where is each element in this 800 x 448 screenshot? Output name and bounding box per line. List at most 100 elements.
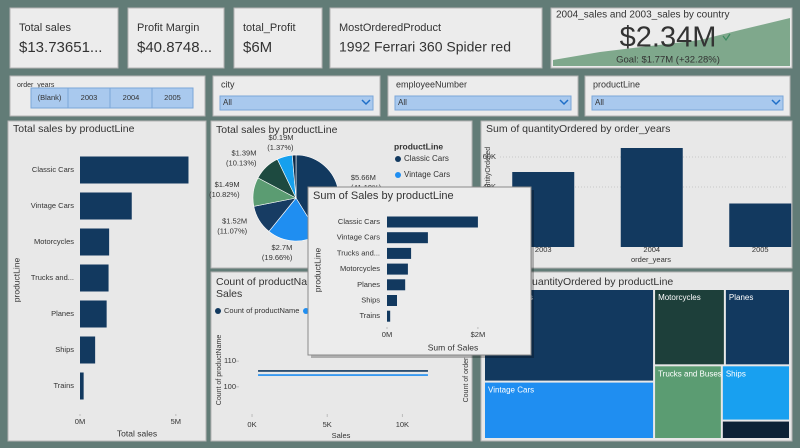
legend-label: Classic Cars [404, 154, 449, 163]
bar [387, 232, 428, 244]
slicer-option: 2004 [123, 93, 140, 102]
tooltip [307, 186, 532, 356]
category-label: Ships [361, 295, 380, 304]
slicer-dropdown[interactable] [591, 95, 784, 111]
pie-value-label: $1.49M [215, 180, 240, 189]
kpi-title: 2004_sales and 2003_sales by country [556, 10, 729, 21]
card-label: total_Profit [243, 22, 296, 34]
card-value: $13.73651... [19, 39, 102, 56]
pie-value-label: $0.19M [268, 133, 293, 142]
tile-label: Vintage Cars [488, 386, 534, 395]
pie-value-label: $1.39M [231, 148, 256, 157]
pie-value-label: $1.52M [222, 216, 247, 225]
tile-label: Planes [729, 293, 753, 302]
pie-value-label: $5.66M [351, 173, 376, 182]
tile-label: Trucks and Buses [658, 369, 722, 378]
pie-slice [291, 154, 297, 199]
y-tick-label: 40K [483, 182, 496, 191]
bar [387, 263, 408, 275]
x-tick-label: 0M [382, 330, 392, 339]
card-label: Total sales [19, 22, 71, 34]
slicer-button[interactable] [151, 87, 194, 109]
x-tick-label: 2004 [643, 245, 660, 254]
category-label: Trains [359, 311, 380, 320]
bar [387, 247, 412, 259]
slicer-label: productLine [593, 79, 640, 89]
slicer-dropdown[interactable] [219, 95, 374, 111]
y-tick-label: 110 [224, 356, 236, 365]
category-label: Trains [53, 381, 74, 390]
category-label: Vintage Cars [337, 233, 380, 242]
legend-swatch [215, 308, 221, 314]
x-tick-label: $2M [471, 330, 486, 339]
bar [80, 192, 132, 220]
y-axis-label: productLine [11, 258, 21, 303]
card-value: $6M [243, 39, 272, 56]
slicer-label: employeeNumber [396, 79, 467, 89]
y-axis-label: quantityOrdered [485, 147, 492, 197]
chart-title: Total sales by productLine [13, 123, 135, 135]
panel [329, 7, 543, 69]
slicer-value: All [223, 98, 232, 107]
category-label: Planes [357, 280, 380, 289]
treemap-tile [722, 366, 789, 420]
y-axis-label: Count of productName [216, 335, 223, 406]
y-tick-label: 60K [483, 152, 496, 161]
x-tick-label: 2003 [535, 245, 552, 254]
category-label: Motorcycles [340, 264, 380, 273]
slicer-option: 2003 [81, 93, 98, 102]
x-tick-label: 0M [75, 417, 85, 426]
panel [9, 7, 119, 69]
pie-percent-label: (19.66%) [262, 253, 293, 262]
card-label: MostOrderedProduct [339, 22, 441, 34]
chart-title: Sum of quantityOrdered by productLine [490, 276, 673, 288]
kpi-trend-area [553, 18, 790, 66]
dropdown-chevron [559, 99, 569, 106]
bar [80, 336, 96, 364]
x-tick-label: 0K [247, 420, 256, 429]
treemap-tile [722, 421, 789, 438]
treemap-tile [485, 382, 654, 438]
bar [620, 148, 683, 247]
legend-title: productLine [394, 141, 443, 151]
pie-percent-label: (11.07%) [217, 226, 247, 235]
slicer-value: All [595, 98, 604, 107]
panel [233, 7, 323, 69]
x-axis-label: Sum of Sales [428, 342, 479, 352]
x-tick-label: 5M [171, 417, 181, 426]
x-axis-label: Sales [332, 431, 351, 440]
bar [80, 228, 110, 256]
legend-swatch [395, 172, 401, 178]
y-axis-label: productLine [312, 248, 322, 293]
slicer-label: order_years [17, 82, 55, 89]
x-axis-label: order_years [631, 255, 671, 264]
bar [80, 372, 84, 400]
x-tick-label: 2005 [752, 245, 769, 254]
y-tick-label: 100 [223, 382, 236, 391]
category-label: Vintage Cars [31, 201, 74, 210]
chart-title: Count of productName [216, 276, 322, 288]
category-label: Trucks and... [337, 248, 380, 257]
pie-percent-label: (10.82%) [209, 190, 240, 199]
category-label: Planes [51, 309, 74, 318]
legend-label: Vintage Cars [404, 170, 450, 179]
legend-swatch [395, 156, 401, 162]
kpi-value: $2.34M [620, 22, 717, 54]
x-axis-label: Total sales [117, 428, 157, 438]
treemap-tile [655, 366, 721, 438]
category-label: Classic Cars [32, 165, 74, 174]
slicer-label: city [221, 79, 235, 89]
slicer-dropdown[interactable] [394, 95, 572, 111]
category-label: Motorcycles [34, 237, 74, 246]
x-tick-label: 5K [323, 420, 332, 429]
bar [387, 216, 478, 228]
pie-percent-label: (10.13%) [226, 158, 257, 167]
card-value: 1992 Ferrari 360 Spider red [339, 39, 511, 55]
chart-title: Sum of Sales by productLine [313, 190, 454, 202]
kpi-goal: Goal: $1.77M (+32.28%) [616, 55, 720, 66]
bar [387, 310, 391, 322]
treemap-tile [725, 290, 789, 365]
bar [80, 300, 107, 328]
category-label: Classic Cars [338, 217, 380, 226]
